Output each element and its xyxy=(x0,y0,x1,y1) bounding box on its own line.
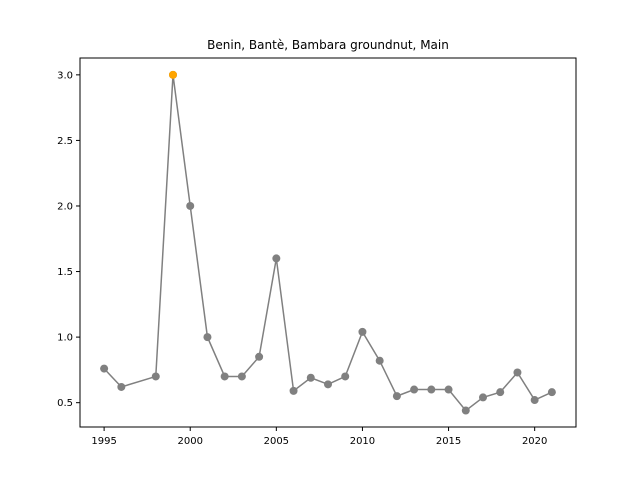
chart-title: Benin, Bantè, Bambara groundnut, Main xyxy=(207,38,449,52)
y-axis-ticks: 0.5 1.0 1.5 2.0 2.5 3.0 xyxy=(57,70,80,409)
data-point xyxy=(410,385,419,394)
data-point xyxy=(461,406,470,415)
data-point xyxy=(255,352,264,361)
x-tick-label: 2015 xyxy=(436,436,461,447)
y-tick-label: 3.0 xyxy=(57,70,73,81)
data-point xyxy=(237,372,246,381)
x-tick-label: 2005 xyxy=(264,436,289,447)
data-point xyxy=(289,386,298,395)
data-point xyxy=(513,368,522,377)
x-tick-label: 1995 xyxy=(91,436,116,447)
data-point xyxy=(530,396,539,405)
data-point xyxy=(392,392,401,401)
y-tick-label: 2.0 xyxy=(57,201,73,212)
data-point xyxy=(547,388,556,397)
data-point xyxy=(100,364,109,373)
data-point xyxy=(151,372,160,381)
x-tick-label: 2020 xyxy=(522,436,547,447)
data-point xyxy=(496,388,505,397)
data-point xyxy=(272,254,281,263)
data-point xyxy=(203,333,212,342)
data-point xyxy=(444,385,453,394)
data-point xyxy=(186,201,195,210)
x-tick-label: 2000 xyxy=(177,436,202,447)
data-point xyxy=(479,393,487,402)
data-point xyxy=(117,382,126,391)
highlight-point xyxy=(169,70,177,79)
plot-area-frame xyxy=(79,57,577,428)
data-point xyxy=(324,380,332,389)
y-tick-label: 0.5 xyxy=(57,398,73,409)
data-point xyxy=(220,372,229,381)
data-point xyxy=(358,327,367,336)
series-layer xyxy=(100,70,556,415)
y-tick-label: 1.5 xyxy=(57,267,73,278)
y-tick-label: 1.0 xyxy=(57,333,73,344)
data-point xyxy=(427,385,436,394)
x-axis-ticks: 1995 2000 2005 2010 2015 2020 xyxy=(91,427,547,447)
y-tick-label: 2.5 xyxy=(57,136,73,147)
x-tick-label: 2010 xyxy=(350,436,375,447)
data-point xyxy=(375,356,384,365)
data-point xyxy=(341,372,350,381)
data-point xyxy=(306,373,315,382)
